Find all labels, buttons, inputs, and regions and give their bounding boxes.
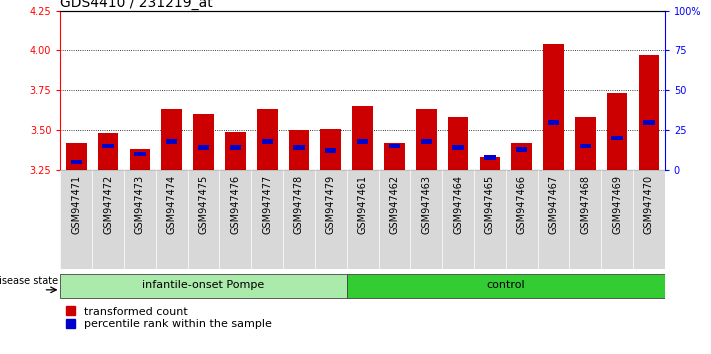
Bar bbox=[70, 160, 82, 164]
Bar bbox=[321, 129, 341, 170]
Text: GSM947475: GSM947475 bbox=[198, 175, 208, 234]
FancyBboxPatch shape bbox=[474, 170, 506, 269]
FancyBboxPatch shape bbox=[347, 170, 378, 269]
Bar bbox=[352, 106, 373, 170]
Bar bbox=[134, 152, 146, 156]
Text: GSM947468: GSM947468 bbox=[580, 175, 590, 234]
FancyBboxPatch shape bbox=[538, 170, 570, 269]
Text: GSM947479: GSM947479 bbox=[326, 175, 336, 234]
Bar bbox=[479, 157, 500, 170]
FancyBboxPatch shape bbox=[506, 170, 538, 269]
Bar bbox=[516, 147, 528, 152]
Bar bbox=[606, 93, 627, 170]
Bar bbox=[611, 136, 623, 141]
FancyBboxPatch shape bbox=[410, 170, 442, 269]
Bar bbox=[262, 139, 273, 144]
FancyBboxPatch shape bbox=[633, 170, 665, 269]
Text: infantile-onset Pompe: infantile-onset Pompe bbox=[142, 280, 264, 290]
Bar bbox=[420, 139, 432, 144]
Bar bbox=[98, 133, 119, 170]
Text: GSM947478: GSM947478 bbox=[294, 175, 304, 234]
FancyBboxPatch shape bbox=[156, 170, 188, 269]
Text: control: control bbox=[486, 280, 525, 290]
FancyBboxPatch shape bbox=[378, 170, 410, 269]
FancyBboxPatch shape bbox=[570, 170, 602, 269]
FancyBboxPatch shape bbox=[251, 170, 283, 269]
FancyBboxPatch shape bbox=[92, 170, 124, 269]
FancyBboxPatch shape bbox=[347, 274, 665, 298]
Bar bbox=[643, 120, 655, 125]
Bar bbox=[416, 109, 437, 170]
Bar bbox=[166, 139, 178, 144]
Text: disease state: disease state bbox=[0, 275, 58, 286]
Bar bbox=[198, 145, 209, 150]
Bar bbox=[193, 114, 214, 170]
Text: GSM947473: GSM947473 bbox=[135, 175, 145, 234]
Bar bbox=[484, 155, 496, 160]
Text: GSM947467: GSM947467 bbox=[548, 175, 558, 234]
FancyBboxPatch shape bbox=[283, 170, 315, 269]
Text: GSM947472: GSM947472 bbox=[103, 175, 113, 234]
Bar bbox=[384, 143, 405, 170]
Bar bbox=[225, 132, 246, 170]
Bar bbox=[389, 144, 400, 148]
FancyBboxPatch shape bbox=[60, 170, 92, 269]
Bar bbox=[448, 117, 469, 170]
Bar bbox=[161, 109, 182, 170]
Bar bbox=[294, 145, 305, 150]
Bar bbox=[452, 145, 464, 150]
Text: GSM947469: GSM947469 bbox=[612, 175, 622, 234]
Text: GSM947474: GSM947474 bbox=[167, 175, 177, 234]
Text: GSM947465: GSM947465 bbox=[485, 175, 495, 234]
FancyBboxPatch shape bbox=[220, 170, 251, 269]
Bar bbox=[129, 149, 150, 170]
Bar bbox=[102, 144, 114, 148]
Bar bbox=[357, 139, 368, 144]
FancyBboxPatch shape bbox=[315, 170, 347, 269]
Bar bbox=[325, 148, 336, 153]
Text: GSM947461: GSM947461 bbox=[358, 175, 368, 234]
Bar bbox=[511, 143, 532, 170]
Text: GSM947471: GSM947471 bbox=[71, 175, 81, 234]
Text: GSM947470: GSM947470 bbox=[644, 175, 654, 234]
Text: GSM947462: GSM947462 bbox=[390, 175, 400, 234]
FancyBboxPatch shape bbox=[188, 170, 220, 269]
Text: GDS4410 / 231219_at: GDS4410 / 231219_at bbox=[60, 0, 213, 10]
Bar bbox=[638, 55, 659, 170]
FancyBboxPatch shape bbox=[602, 170, 633, 269]
Bar bbox=[543, 44, 564, 170]
FancyBboxPatch shape bbox=[124, 170, 156, 269]
Bar bbox=[289, 130, 309, 170]
Bar bbox=[230, 145, 241, 150]
Text: GSM947464: GSM947464 bbox=[453, 175, 463, 234]
Text: GSM947463: GSM947463 bbox=[421, 175, 432, 234]
Text: GSM947476: GSM947476 bbox=[230, 175, 240, 234]
Bar bbox=[257, 109, 277, 170]
FancyBboxPatch shape bbox=[60, 274, 347, 298]
Legend: transformed count, percentile rank within the sample: transformed count, percentile rank withi… bbox=[66, 307, 272, 330]
Text: GSM947477: GSM947477 bbox=[262, 175, 272, 234]
Bar bbox=[575, 117, 596, 170]
Bar bbox=[579, 144, 591, 148]
Text: GSM947466: GSM947466 bbox=[517, 175, 527, 234]
Bar bbox=[66, 143, 87, 170]
Bar bbox=[547, 120, 559, 125]
FancyBboxPatch shape bbox=[442, 170, 474, 269]
